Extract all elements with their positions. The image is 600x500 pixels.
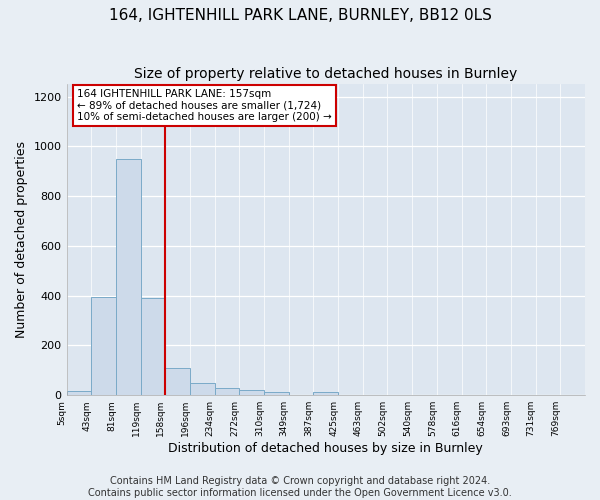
Bar — [264, 392, 289, 395]
Text: 164 IGHTENHILL PARK LANE: 157sqm
← 89% of detached houses are smaller (1,724)
10: 164 IGHTENHILL PARK LANE: 157sqm ← 89% o… — [77, 88, 332, 122]
Text: 164, IGHTENHILL PARK LANE, BURNLEY, BB12 0LS: 164, IGHTENHILL PARK LANE, BURNLEY, BB12… — [109, 8, 491, 22]
Text: Contains HM Land Registry data © Crown copyright and database right 2024.
Contai: Contains HM Land Registry data © Crown c… — [88, 476, 512, 498]
Bar — [239, 390, 264, 395]
Y-axis label: Number of detached properties: Number of detached properties — [15, 141, 28, 338]
Bar — [67, 392, 91, 395]
Bar — [313, 392, 338, 395]
Bar — [140, 298, 165, 395]
Bar — [215, 388, 239, 395]
X-axis label: Distribution of detached houses by size in Burnley: Distribution of detached houses by size … — [169, 442, 483, 455]
Bar — [91, 297, 116, 395]
Title: Size of property relative to detached houses in Burnley: Size of property relative to detached ho… — [134, 68, 517, 82]
Bar — [116, 158, 140, 395]
Bar — [190, 383, 215, 395]
Bar — [165, 368, 190, 395]
